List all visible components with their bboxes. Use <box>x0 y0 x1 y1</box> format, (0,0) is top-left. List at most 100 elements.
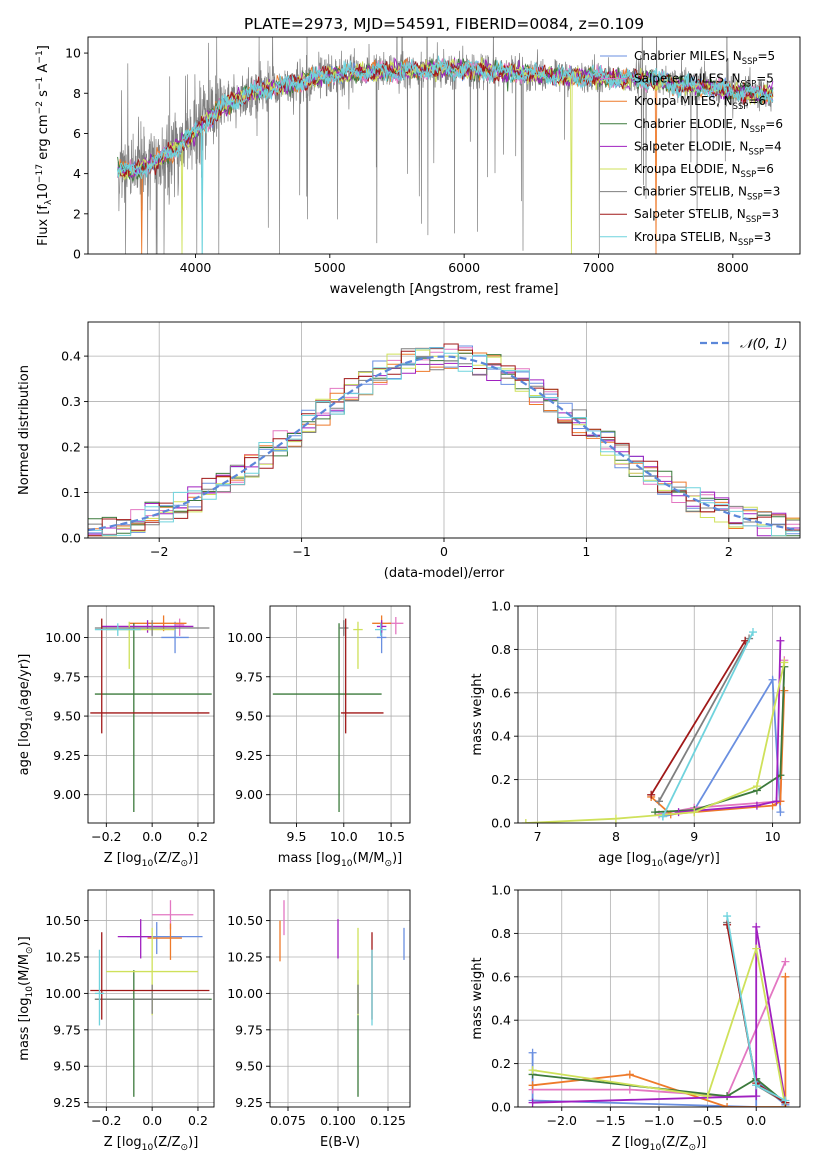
age-vs-metallicity-panel: −0.2 0.0 0.2 9.00 9.25 9.50 9.75 10.00 Z [log10(… <box>17 605 215 869</box>
series-line <box>678 640 782 813</box>
y-tick-label: 10.00 <box>45 630 81 645</box>
series-marker <box>752 944 761 953</box>
y-axis-label: mass weight <box>470 673 485 755</box>
series-kroupa-stelib <box>723 912 790 1105</box>
series-marker <box>780 658 789 667</box>
series-marker <box>625 1070 634 1079</box>
errorbar-kroupa-stelib <box>375 623 387 636</box>
y-tick-label: 0.2 <box>491 1056 511 1071</box>
x-tick-label: 0.0 <box>746 1113 766 1128</box>
series-marker <box>611 814 620 823</box>
y-tick-label: 9.25 <box>235 748 263 763</box>
series-marker <box>768 675 777 684</box>
errorbar-kroupa-stelib <box>94 623 141 636</box>
x-tick-label: 7000 <box>583 260 615 275</box>
y-tick-label: 6 <box>73 126 81 141</box>
y-tick-label: 9.00 <box>53 787 81 802</box>
y-tick-label: 9.75 <box>53 1022 81 1037</box>
series-marker <box>723 1103 732 1107</box>
y-tick-label: 0.2 <box>491 772 511 787</box>
y-tick-label: 9.50 <box>53 709 81 724</box>
series-marker <box>647 790 656 799</box>
y-tick-label: 10.00 <box>227 630 263 645</box>
series-line <box>662 631 754 817</box>
y-axis-label: Flux [fλ10−17 erg cm−2 s−1 A−1] <box>35 45 54 246</box>
y-tick-label: 1.0 <box>491 883 511 898</box>
series-marker <box>749 628 757 637</box>
x-tick-label: 1 <box>582 544 590 559</box>
errorbar-chabrier-stelib <box>339 620 349 636</box>
y-tick-label: 0.6 <box>491 969 511 984</box>
errorbar-salpeter-miles <box>175 618 185 636</box>
y-tick-label: 0.0 <box>491 1100 511 1115</box>
y-tick-label: 1.0 <box>491 599 511 614</box>
x-tick-label: 0.0 <box>142 1113 162 1128</box>
series-marker <box>703 1092 712 1101</box>
errorbar-kroupa-stelib <box>94 949 105 1026</box>
x-axis-label: wavelength [Angstrom, rest frame] <box>330 282 559 297</box>
mass-weight-vs-metallicity-panel: −2.0 −1.5 −1.0 −0.5 0.0 0.0 0.2 0.4 0.6 0.8 1.0 Z [… <box>470 883 801 1153</box>
x-tick-label: 0.075 <box>270 1113 306 1128</box>
series-marker <box>752 1081 761 1090</box>
y-tick-label: 9.75 <box>235 1022 263 1037</box>
mass-weight-vs-metallicity-plot-area <box>528 912 790 1107</box>
x-tick-label: −0.2 <box>91 1113 121 1128</box>
y-tick-label: 10.50 <box>45 913 81 928</box>
y-tick-label: 0.4 <box>491 1013 511 1028</box>
series-line <box>650 640 746 796</box>
x-tick-label: 8 <box>612 829 620 844</box>
series-kroupa-stelib <box>658 628 757 821</box>
y-tick-label: 10.50 <box>227 913 263 928</box>
series-marker <box>528 1098 537 1107</box>
series-marker <box>521 819 530 823</box>
x-tick-label: 5000 <box>314 260 346 275</box>
y-tick-label: 9.50 <box>235 1059 263 1074</box>
series-marker <box>528 1081 537 1090</box>
y-tick-label: 2 <box>73 206 81 221</box>
axes-frame <box>517 605 801 824</box>
series-marker <box>781 957 790 966</box>
mass-weight-vs-age-panel: 7 8 9 10 0.0 0.2 0.4 0.6 0.8 1.0 age [log10(age/yr… <box>470 599 801 869</box>
histogram-step-kroupa-stelib <box>88 347 800 537</box>
legend-label: Kroupa MILES, NSSP=6 <box>634 94 766 111</box>
x-tick-label: 0.2 <box>188 829 208 844</box>
legend-label: Chabrier MILES, NSSP=5 <box>634 49 775 66</box>
x-axis-label: mass [log10(M/M⊙)] <box>278 851 402 869</box>
x-axis-label: Z [log10(Z/Z⊙)] <box>104 851 199 869</box>
y-tick-label: 0.2 <box>61 440 81 455</box>
y-tick-label: 10.00 <box>45 986 81 1001</box>
series-marker <box>723 920 732 929</box>
histogram-legend: 𝒩(0, 1) <box>700 337 787 352</box>
series-marker <box>674 808 683 817</box>
histogram-step-chabrier-stelib <box>88 348 800 536</box>
age-vs-metallicity-plot-area <box>90 615 212 812</box>
y-tick-label: 9.75 <box>53 669 81 684</box>
y-tick-label: 10 <box>65 46 81 61</box>
x-tick-label: 4000 <box>180 260 212 275</box>
series-marker <box>752 1092 761 1101</box>
series-line <box>532 926 787 1104</box>
errorbar-salpeter-stelib <box>90 932 210 1020</box>
series-line <box>532 948 787 1107</box>
series-marker <box>781 972 790 981</box>
x-tick-label: 10.5 <box>377 829 405 844</box>
legend-label: Chabrier STELIB, NSSP=3 <box>634 185 780 202</box>
residual-histogram-plot-area <box>88 343 800 537</box>
series-marker <box>528 1066 537 1075</box>
normal-reference-curve <box>88 355 798 532</box>
errorbar-kroupa-miles <box>129 615 187 632</box>
legend-label: Salpeter ELODIE, NSSP=4 <box>634 139 782 156</box>
x-tick-label: 7 <box>534 829 542 844</box>
series-marker <box>752 782 761 791</box>
errorbar-salpeter-miles <box>152 900 194 930</box>
series-marker <box>655 797 663 806</box>
series-line <box>655 666 786 813</box>
errorbar-chabrier-stelib <box>94 620 210 636</box>
axes-frame <box>269 605 411 824</box>
legend-label: Kroupa STELIB, NSSP=3 <box>634 230 771 247</box>
x-axis-label: (data-model)/error <box>384 566 505 581</box>
series-marker <box>776 636 785 645</box>
y-tick-label: 0.8 <box>491 926 511 941</box>
y-tick-label: 0.8 <box>491 642 511 657</box>
